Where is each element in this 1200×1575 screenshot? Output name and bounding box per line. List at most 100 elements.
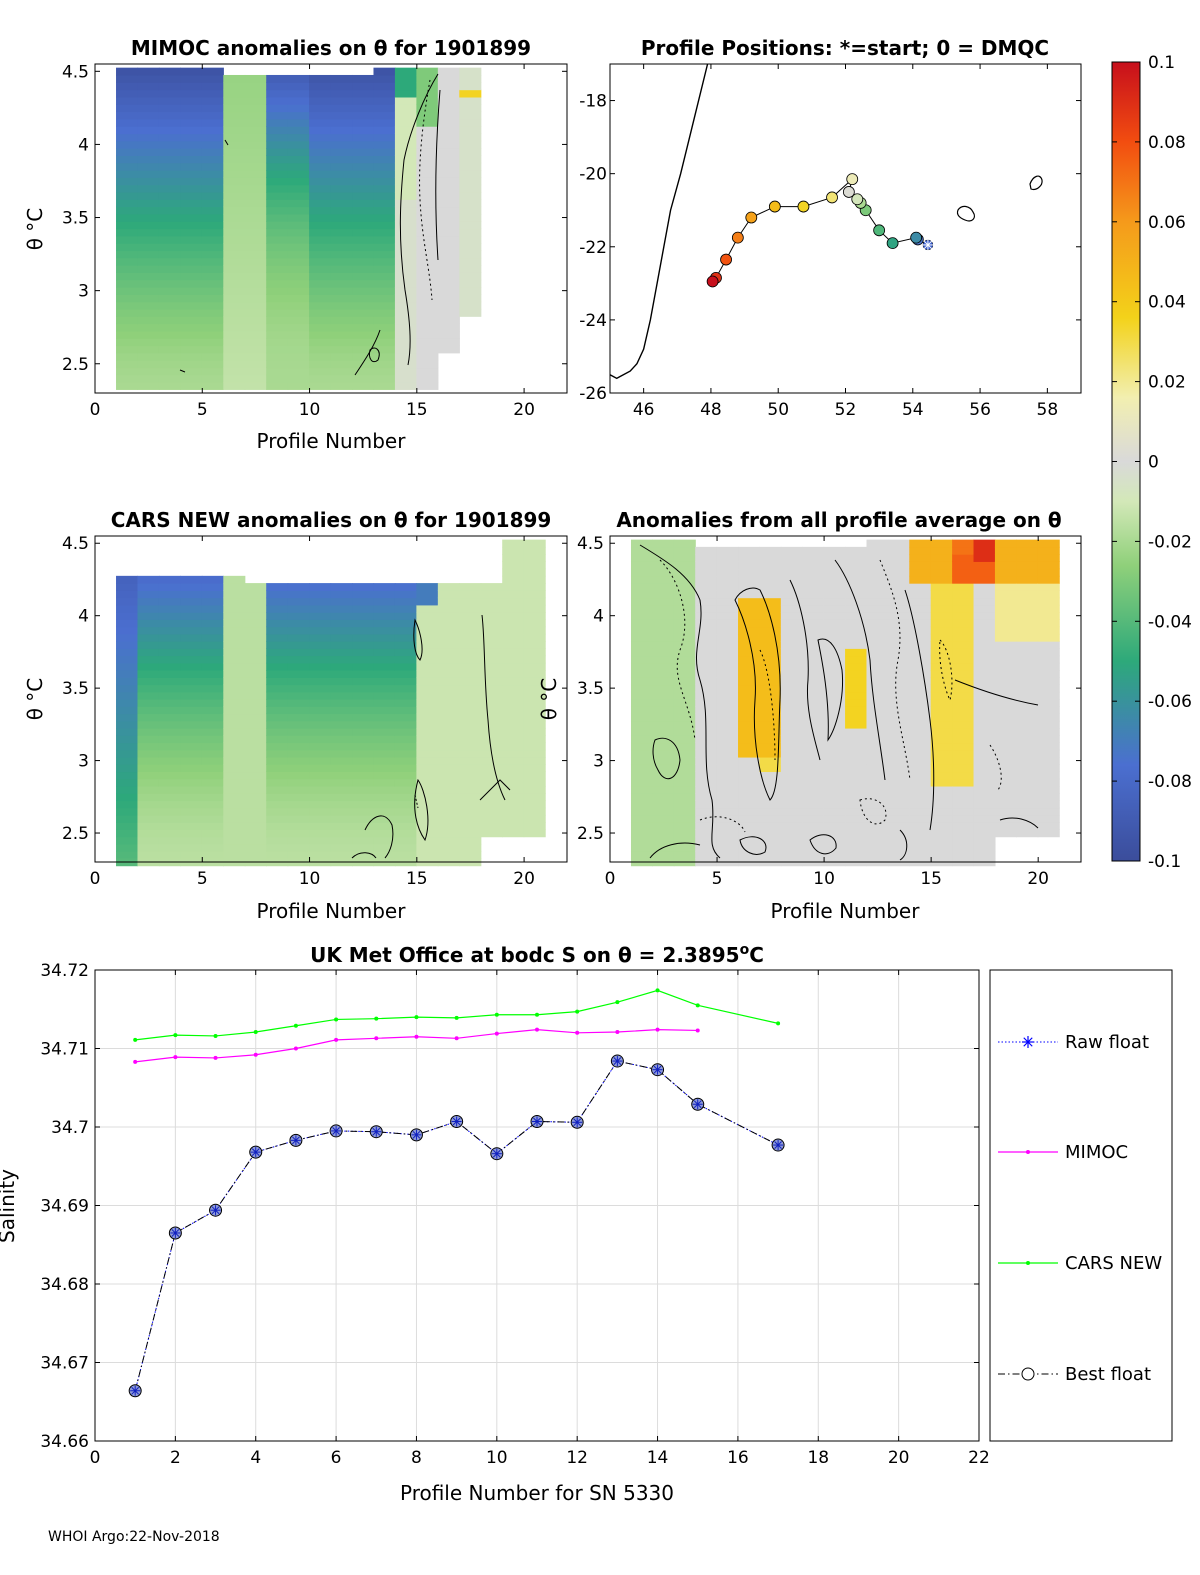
heatmap-cell [266,662,289,671]
heatmap-cell [373,670,396,678]
heatmap-cell [416,352,439,361]
heatmap-cell [480,756,503,765]
heatmap-cell [309,367,332,376]
heatmap-cell [201,177,224,186]
heatmap-cell [116,338,139,347]
heatmap-cell [759,764,782,773]
heatmap-cell [137,655,160,664]
heatmap-cell [223,323,246,332]
positions-title: Profile Positions: *=start; 0 = DMQC [641,36,1049,60]
heatmap-cell [394,82,417,91]
heatmap-cell [223,829,246,838]
heatmap-cell [716,749,739,758]
heatmap-cell [116,575,139,584]
heatmap-cell [738,677,761,686]
heatmap-cell [845,568,868,577]
heatmap-cell [459,308,482,317]
heatmap-cell [373,294,396,303]
heatmap-cell [330,836,353,845]
heatmap-cell [502,648,525,657]
heatmap-cell [266,756,289,765]
heatmap-cell [523,793,546,802]
heatmap-cell [673,575,696,584]
heatmap-cell [459,294,482,303]
heatmap-cell [223,155,246,164]
heatmap-cell [223,662,246,671]
heatmap-cell [116,662,139,671]
heatmap-cell [223,822,246,830]
heatmap-cell [866,764,889,773]
heatmap-cell [394,641,417,649]
heatmap-cell [973,561,996,570]
heatmap-cell [845,829,868,838]
heatmap-cell [309,265,332,273]
heatmap-cell [394,257,417,266]
heatmap-cell [909,648,932,657]
heatmap-cell [373,286,396,295]
heatmap-cell [244,604,267,613]
heatmap-cell [930,814,953,823]
heatmap-cell [973,619,996,628]
heatmap-cell [287,829,310,838]
heatmap-cell [116,213,139,222]
heatmap-cell [823,568,846,577]
heatmap-cell [309,104,332,113]
heatmap-cell [459,243,482,252]
salinity-xlabel: Profile Number for SN 5330 [400,1481,674,1505]
heatmap-cell [137,691,160,700]
heatmap-cell [738,836,761,845]
heatmap-cell [201,597,224,606]
heatmap-cell [352,111,375,120]
heatmap-cell [416,677,439,686]
heatmap-cell [180,155,203,164]
heatmap-cell [223,720,246,729]
heatmap-cell [330,294,353,303]
heatmap-cell [116,822,139,830]
heatmap-cell [223,800,246,809]
heatmap-cell [845,836,868,845]
heatmap-cell [394,301,417,310]
heatmap-cell [994,561,1017,570]
heatmap-cell [523,814,546,823]
heatmap-cell [352,713,375,722]
heatmap-cell [266,330,289,339]
heatmap-cell [223,360,246,369]
heatmap-cell [330,257,353,266]
heatmap-cell [652,691,675,700]
heatmap-cell [201,352,224,361]
heatmap-cell [909,604,932,613]
heatmap-cell [116,793,139,802]
heatmap-cell [437,191,460,200]
heatmap-cell [309,279,332,288]
heatmap-cell [695,843,718,852]
heatmap-cell [952,829,975,838]
heatmap-cell [137,756,160,765]
heatmap-cell [266,89,289,98]
cars-axes-box [94,535,568,863]
heatmap-cell [973,670,996,678]
heatmap-cell [1016,583,1039,591]
heatmap-cell [266,771,289,780]
heatmap-cell [287,742,310,751]
heatmap-cell [116,294,139,303]
heatmap-cell [738,612,761,620]
heatmap-cell [137,345,160,354]
raw-float-asterisk [492,1149,501,1158]
heatmap-cell [845,546,868,555]
heatmap-cell [437,96,460,105]
heatmap-cell [994,539,1017,548]
heatmap-cell [780,677,803,686]
float-track [712,177,929,282]
heatmap-cell [201,699,224,707]
heatmap-cell [416,74,439,83]
heatmap-cell [994,829,1017,838]
heatmap-cell [266,785,289,794]
heatmap-cell [352,720,375,729]
heatmap-cell [116,177,139,186]
heatmap-cell [994,568,1017,577]
heatmap-cell [738,575,761,584]
heatmap-cell [309,89,332,98]
heatmap-cell [137,126,160,135]
heatmap-cell [394,684,417,693]
heatmap-cell [1037,814,1060,823]
